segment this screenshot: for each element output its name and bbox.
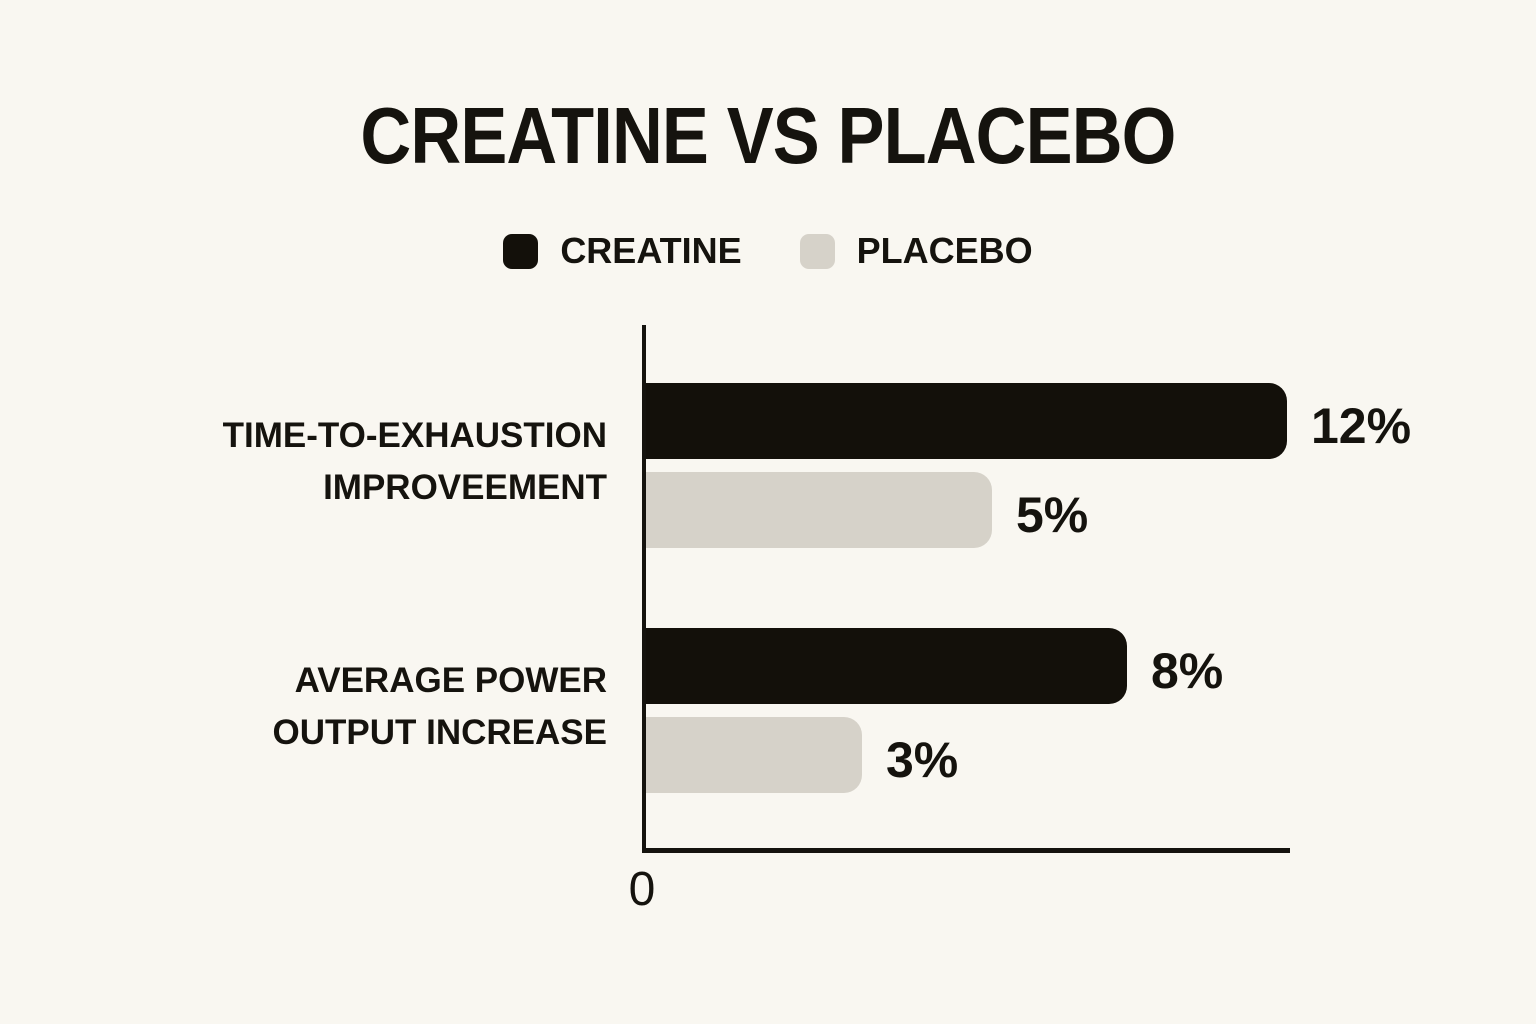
legend-label: CREATINE xyxy=(560,230,742,271)
bar-placebo-0 xyxy=(646,472,992,548)
legend-item-placebo: PLACEBO xyxy=(799,230,1033,272)
bar-placebo-1 xyxy=(646,717,862,793)
x-axis-line xyxy=(642,848,1290,853)
legend: CREATINE PLACEBO xyxy=(0,230,1536,272)
chart-title: CREATINE VS PLACEBO xyxy=(360,91,1176,180)
legend-swatch-placebo xyxy=(799,233,835,269)
legend-item-creatine: CREATINE xyxy=(503,230,742,272)
category-label: AVERAGE POWER OUTPUT INCREASE xyxy=(273,655,607,759)
bar-value-label: 5% xyxy=(1016,487,1089,543)
bar-value-label: 12% xyxy=(1311,398,1412,454)
plot-area: 12% 5% 8% 3% xyxy=(642,325,1411,853)
x-axis-origin-tick-label: 0 xyxy=(628,863,656,916)
bar-value-label: 3% xyxy=(886,732,959,788)
category-label-line: TIME-TO-EXHAUSTION xyxy=(222,416,607,455)
legend-label: PLACEBO xyxy=(856,230,1033,271)
bar-creatine-0 xyxy=(646,383,1287,459)
bar-value-label: 8% xyxy=(1151,643,1224,699)
category-label-line: OUTPUT INCREASE xyxy=(272,713,607,752)
legend-swatch-creatine xyxy=(503,233,539,269)
category-label: TIME-TO-EXHAUSTION IMPROVEEMENT xyxy=(223,410,607,514)
bar-creatine-1 xyxy=(646,628,1127,704)
category-label-line: IMPROVEEMENT xyxy=(323,468,607,507)
y-axis-line xyxy=(642,325,646,853)
category-label-line: AVERAGE POWER xyxy=(294,661,607,700)
